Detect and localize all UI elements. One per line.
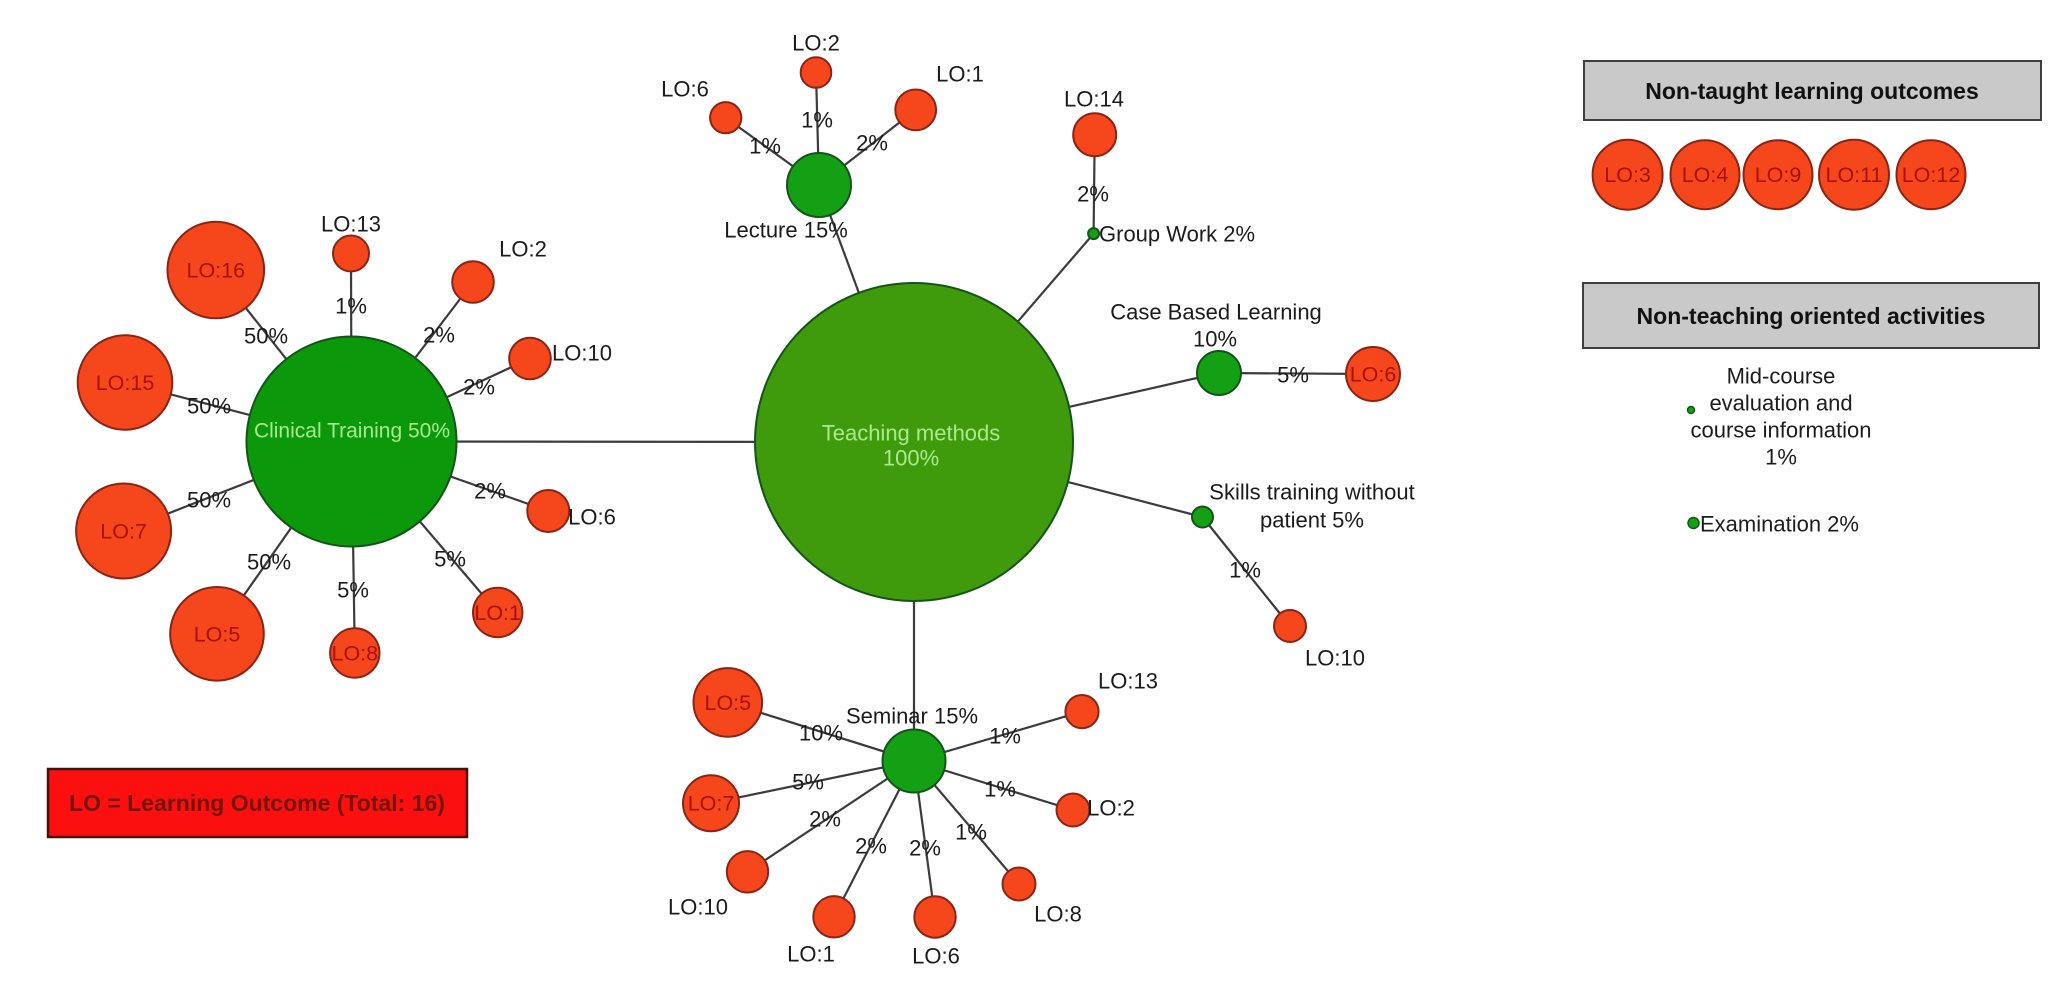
svg-text:1%: 1% xyxy=(955,820,987,845)
svg-text:2%: 2% xyxy=(855,834,887,859)
svg-text:1%: 1% xyxy=(989,724,1021,749)
svg-text:2%: 2% xyxy=(809,807,841,832)
svg-text:1%: 1% xyxy=(749,134,781,159)
svg-text:Mid-course: Mid-course xyxy=(1727,364,1836,389)
svg-text:1%: 1% xyxy=(801,108,833,133)
svg-text:1%: 1% xyxy=(1229,558,1261,583)
svg-text:LO:10: LO:10 xyxy=(1305,646,1365,671)
svg-text:LO:6: LO:6 xyxy=(912,944,960,969)
svg-text:1%: 1% xyxy=(984,777,1016,802)
svg-text:10%: 10% xyxy=(799,721,843,746)
svg-text:LO:15: LO:15 xyxy=(96,371,155,395)
svg-text:2%: 2% xyxy=(423,323,455,348)
svg-text:LO:7: LO:7 xyxy=(688,792,735,816)
svg-text:Seminar 15%: Seminar 15% xyxy=(846,704,978,729)
svg-text:LO:11: LO:11 xyxy=(1826,163,1883,187)
svg-text:5%: 5% xyxy=(434,547,466,572)
svg-text:LO:5: LO:5 xyxy=(194,622,241,646)
svg-text:LO:6: LO:6 xyxy=(1350,363,1397,387)
svg-text:LO:13: LO:13 xyxy=(1098,669,1158,694)
svg-text:evaluation and: evaluation and xyxy=(1709,391,1852,416)
svg-text:LO:6: LO:6 xyxy=(661,77,709,102)
svg-text:Case Based Learning: Case Based Learning xyxy=(1110,300,1322,325)
svg-text:LO:8: LO:8 xyxy=(1034,902,1082,927)
svg-text:LO:10: LO:10 xyxy=(552,341,612,366)
svg-text:Non-taught learning outcomes: Non-taught learning outcomes xyxy=(1645,78,1979,104)
svg-text:LO:1: LO:1 xyxy=(787,942,835,967)
svg-text:Clinical Training 50%: Clinical Training 50% xyxy=(254,419,450,442)
svg-text:50%: 50% xyxy=(244,324,288,349)
svg-text:LO = Learning Outcome (Total:: LO = Learning Outcome (Total: 16) xyxy=(69,790,445,816)
svg-text:LO:2: LO:2 xyxy=(1087,796,1135,821)
svg-text:10%: 10% xyxy=(1193,327,1237,352)
svg-text:LO:7: LO:7 xyxy=(100,520,147,544)
svg-text:LO:2: LO:2 xyxy=(792,31,840,56)
svg-text:LO:9: LO:9 xyxy=(1755,163,1802,187)
svg-text:50%: 50% xyxy=(247,550,291,575)
svg-text:LO:1: LO:1 xyxy=(474,601,521,625)
svg-text:LO:16: LO:16 xyxy=(187,259,246,283)
svg-text:Teaching methods: Teaching methods xyxy=(822,421,1001,446)
svg-text:LO:8: LO:8 xyxy=(331,642,378,666)
svg-text:LO:14: LO:14 xyxy=(1064,87,1124,112)
svg-text:2%: 2% xyxy=(463,375,495,400)
svg-text:5%: 5% xyxy=(337,578,369,603)
svg-text:LO:6: LO:6 xyxy=(568,505,616,530)
svg-text:100%: 100% xyxy=(883,446,939,471)
svg-text:LO:13: LO:13 xyxy=(321,212,381,237)
svg-text:Examination 2%: Examination 2% xyxy=(1700,512,1859,537)
svg-text:Group Work 2%: Group Work 2% xyxy=(1099,222,1255,247)
svg-text:50%: 50% xyxy=(187,488,231,513)
svg-text:LO:12: LO:12 xyxy=(1902,163,1961,187)
svg-text:50%: 50% xyxy=(187,394,231,419)
svg-text:Lecture 15%: Lecture 15% xyxy=(724,218,848,243)
svg-text:5%: 5% xyxy=(1277,363,1309,388)
svg-text:5%: 5% xyxy=(792,770,824,795)
svg-text:LO:4: LO:4 xyxy=(1682,163,1729,187)
svg-text:1%: 1% xyxy=(1765,445,1797,470)
svg-text:LO:1: LO:1 xyxy=(936,62,984,87)
svg-text:LO:3: LO:3 xyxy=(1604,163,1651,187)
svg-text:LO:10: LO:10 xyxy=(668,895,728,920)
svg-text:2%: 2% xyxy=(1077,182,1109,207)
svg-text:LO:2: LO:2 xyxy=(499,237,547,262)
svg-text:1%: 1% xyxy=(335,294,367,319)
svg-text:2%: 2% xyxy=(909,836,941,861)
svg-text:LO:5: LO:5 xyxy=(704,691,751,715)
svg-text:patient 5%: patient 5% xyxy=(1260,508,1364,533)
svg-text:Non-teaching oriented activiti: Non-teaching oriented activities xyxy=(1637,303,1986,329)
svg-text:2%: 2% xyxy=(856,131,888,156)
svg-text:2%: 2% xyxy=(474,479,506,504)
svg-text:Skills training without: Skills training without xyxy=(1209,480,1414,505)
svg-text:course information: course information xyxy=(1691,418,1872,443)
